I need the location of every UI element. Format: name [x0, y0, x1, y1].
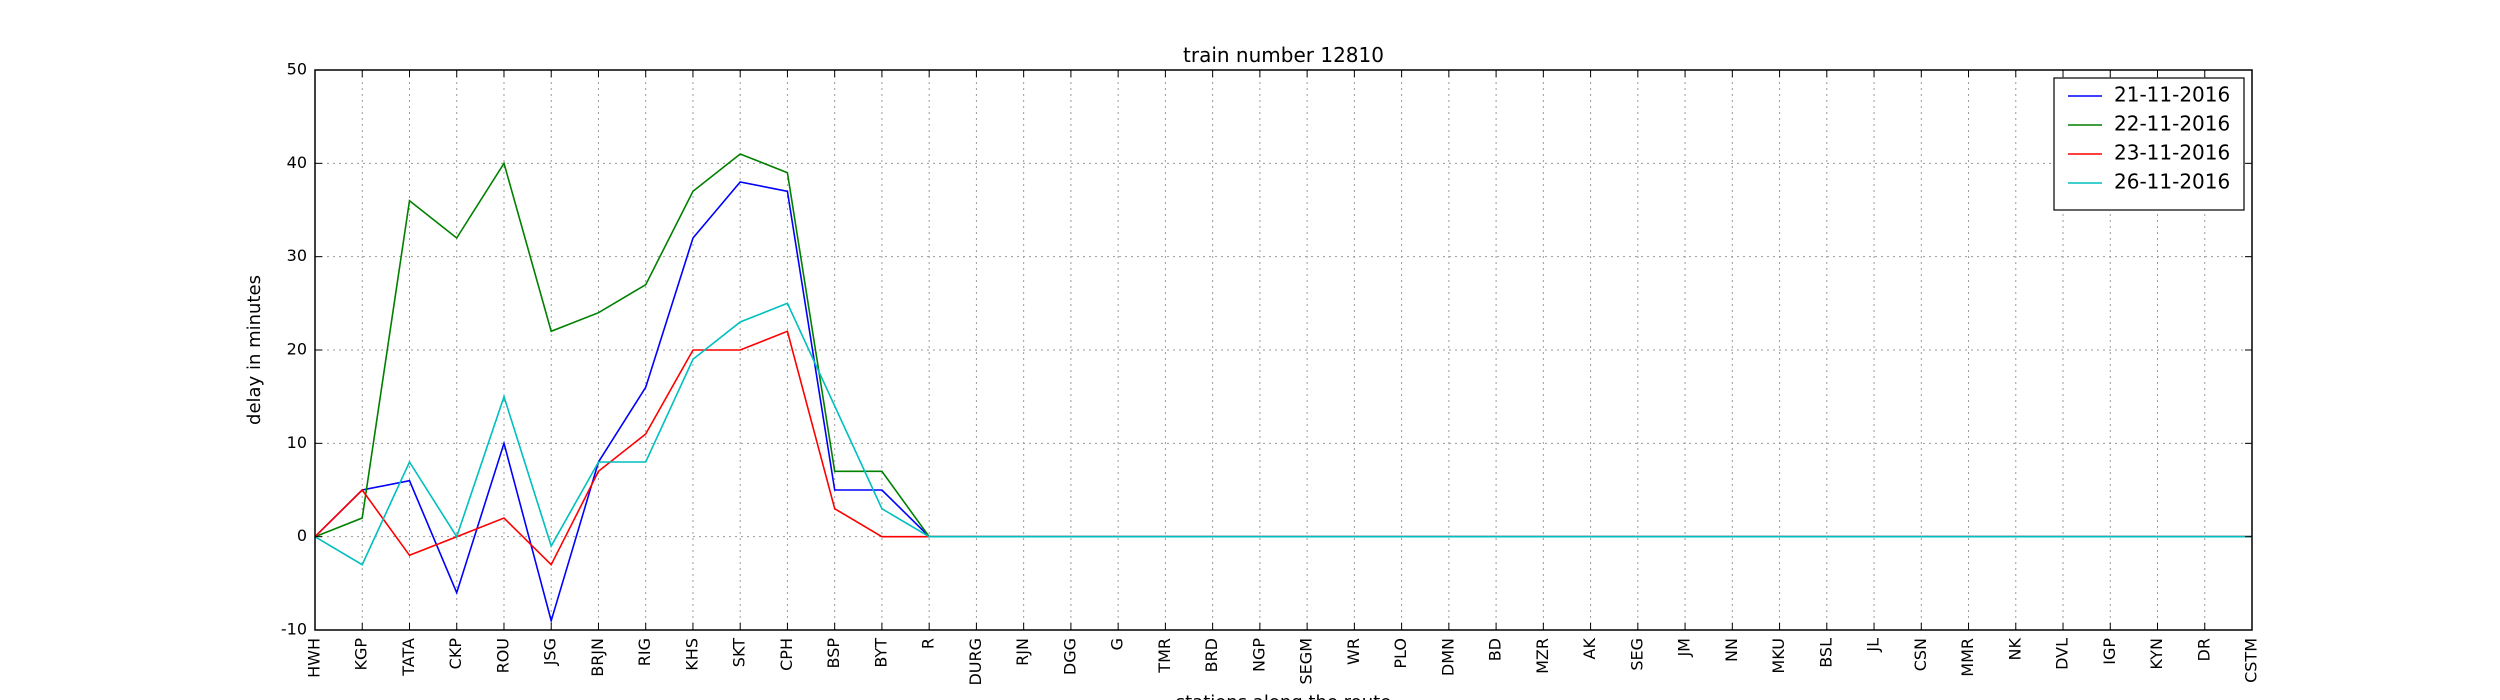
- legend-entry: 21-11-2016: [2114, 83, 2230, 107]
- x-tick-label: JM: [1675, 638, 1694, 658]
- legend: 21-11-2016 22-11-2016 23-11-2016 26-11-2016: [2053, 77, 2245, 211]
- y-tick-label: 10: [287, 433, 307, 452]
- axis-ticks: HWH KGP TATA CKP ROU JSG BRJN RIG KHS SKT CPH BSP BY…: [281, 60, 2261, 686]
- x-tick-label: R: [919, 638, 938, 649]
- series-line: [314, 302, 2252, 566]
- series-lines: [314, 153, 2252, 624]
- series-line: [314, 181, 2252, 624]
- x-tick-label: JL: [1864, 638, 1883, 653]
- x-tick-label: BSP: [824, 638, 843, 669]
- x-tick-label: CKP: [446, 638, 465, 670]
- legend-entry: 26-11-2016: [2114, 170, 2230, 194]
- series-line: [314, 153, 2252, 538]
- chart-title: train number 12810: [1183, 43, 1384, 67]
- x-tick-label: TMR: [1155, 638, 1174, 674]
- x-tick-label: KHS: [682, 638, 701, 671]
- x-tick-label: KGP: [352, 638, 371, 671]
- x-tick-label: DR: [2194, 638, 2213, 661]
- legend-entry: 22-11-2016: [2114, 112, 2230, 136]
- x-tick-label: BRD: [1202, 638, 1221, 672]
- series-line: [314, 330, 2252, 567]
- legend-entry: 23-11-2016: [2114, 141, 2230, 165]
- x-tick-label: HWH: [305, 638, 324, 678]
- y-tick-label: -10: [281, 620, 307, 639]
- x-tick-label: TATA: [399, 638, 418, 677]
- x-tick-label: NK: [2005, 638, 2024, 661]
- x-tick-label: PLO: [1391, 638, 1410, 669]
- x-tick-label: MMR: [1958, 638, 1977, 677]
- grid: [315, 70, 2252, 630]
- x-tick-label: IGP: [2100, 638, 2119, 665]
- x-tick-label: CSN: [1911, 638, 1930, 671]
- x-tick-label: CPH: [777, 638, 796, 671]
- x-tick-label: MZR: [1533, 638, 1552, 674]
- x-tick-label: SEGM: [1297, 638, 1316, 684]
- x-tick-label: BRJN: [588, 638, 607, 677]
- x-tick-label: BD: [1486, 638, 1505, 661]
- x-tick-label: BYT: [871, 638, 890, 668]
- y-axis-label: delay in minutes: [244, 275, 265, 425]
- x-tick-label: MKU: [1769, 638, 1788, 674]
- x-tick-label: RJN: [1013, 638, 1032, 666]
- x-tick-label: DVL: [2053, 638, 2072, 670]
- x-tick-label: SKT: [730, 638, 749, 667]
- x-tick-label: SEG: [1627, 638, 1646, 671]
- x-tick-label: KYN: [2147, 638, 2166, 670]
- y-tick-label: 30: [287, 246, 307, 265]
- x-tick-label: WR: [1344, 638, 1363, 665]
- y-tick-label: 20: [287, 340, 307, 359]
- y-tick-label: 50: [287, 60, 307, 79]
- x-tick-label: DMN: [1438, 638, 1457, 676]
- x-tick-label: G: [1108, 638, 1127, 650]
- x-tick-label: ROU: [493, 638, 512, 673]
- x-tick-label: NGP: [1249, 638, 1268, 672]
- x-tick-label: AK: [1580, 637, 1599, 659]
- x-tick-label: JSG: [541, 638, 560, 666]
- x-tick-label: NN: [1722, 638, 1741, 662]
- x-tick-label: DGG: [1060, 638, 1079, 675]
- x-tick-label: CSTM: [2242, 638, 2261, 683]
- y-tick-label: 0: [297, 526, 307, 545]
- x-tick-label: RIG: [635, 638, 654, 666]
- x-tick-label: BSL: [1816, 638, 1835, 668]
- plot-frame: [314, 69, 2253, 631]
- x-axis-label: stations along the route: [1176, 692, 1391, 700]
- y-tick-label: 40: [287, 153, 307, 172]
- x-tick-label: DURG: [966, 638, 985, 686]
- legend-box: [2053, 77, 2245, 211]
